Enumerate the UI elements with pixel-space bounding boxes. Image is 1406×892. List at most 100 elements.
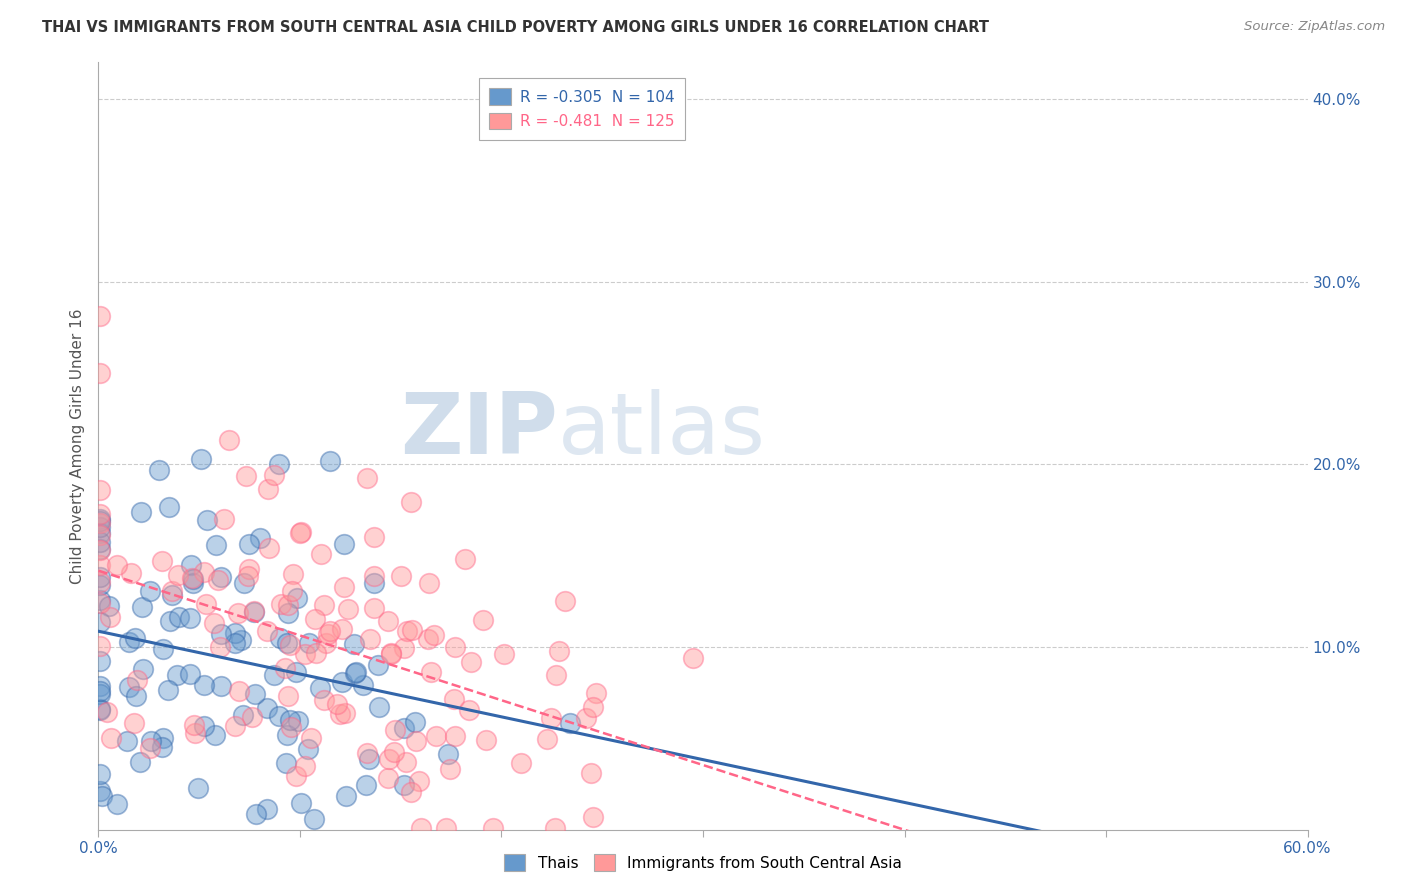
Point: [278, 639, 301, 653]
Point: [304, 612, 326, 626]
Point: [269, 631, 291, 645]
Point: [382, 745, 405, 759]
Point: [89, 512, 111, 526]
Point: [457, 703, 479, 717]
Point: [420, 665, 443, 679]
Point: [319, 454, 342, 468]
Point: [256, 624, 278, 639]
Point: [89, 309, 111, 323]
Point: [235, 469, 257, 483]
Point: [179, 666, 201, 681]
Point: [380, 647, 402, 661]
Point: [359, 632, 381, 647]
Point: [263, 667, 285, 681]
Point: [193, 678, 215, 692]
Point: [184, 725, 207, 739]
Point: [276, 598, 298, 612]
Point: [243, 687, 266, 701]
Point: [242, 606, 264, 620]
Point: [226, 607, 249, 621]
Point: [236, 569, 259, 583]
Point: [582, 810, 605, 824]
Point: [554, 593, 576, 607]
Point: [367, 658, 389, 673]
Point: [363, 569, 385, 583]
Point: [139, 741, 162, 756]
Point: [401, 494, 423, 508]
Point: [284, 769, 307, 783]
Point: [89, 679, 111, 693]
Point: [281, 567, 304, 582]
Point: [332, 537, 354, 551]
Point: [409, 821, 432, 835]
Point: [401, 623, 423, 637]
Point: [492, 647, 515, 661]
Point: [278, 713, 301, 727]
Point: [280, 584, 302, 599]
Point: [150, 740, 173, 755]
Point: [263, 468, 285, 483]
Point: [443, 691, 465, 706]
Point: [294, 759, 316, 773]
Point: [96, 705, 118, 719]
Point: [89, 701, 111, 715]
Point: [238, 562, 260, 576]
Point: [89, 578, 111, 592]
Point: [544, 821, 567, 835]
Point: [298, 636, 321, 650]
Point: [558, 716, 581, 731]
Point: [89, 593, 111, 607]
Point: [229, 632, 252, 647]
Point: [363, 530, 385, 544]
Point: [89, 515, 111, 529]
Point: [122, 715, 145, 730]
Point: [167, 610, 190, 624]
Point: [209, 626, 232, 640]
Point: [118, 681, 141, 695]
Point: [316, 627, 339, 641]
Point: [120, 566, 142, 580]
Point: [193, 719, 215, 733]
Point: [404, 714, 426, 729]
Point: [152, 731, 174, 745]
Point: [408, 773, 430, 788]
Point: [335, 789, 357, 804]
Point: [162, 588, 184, 602]
Point: [437, 747, 460, 761]
Point: [423, 628, 446, 642]
Point: [277, 606, 299, 620]
Point: [276, 756, 298, 770]
Point: [181, 571, 204, 585]
Point: [179, 611, 201, 625]
Point: [276, 728, 298, 742]
Point: [377, 615, 399, 629]
Point: [290, 525, 312, 540]
Point: [416, 632, 439, 647]
Text: atlas: atlas: [558, 389, 766, 472]
Point: [195, 513, 218, 527]
Point: [132, 662, 155, 676]
Point: [269, 709, 291, 723]
Text: Source: ZipAtlas.com: Source: ZipAtlas.com: [1244, 20, 1385, 33]
Point: [392, 721, 415, 735]
Text: ZIP: ZIP: [401, 389, 558, 472]
Point: [380, 646, 402, 660]
Point: [392, 641, 415, 656]
Point: [180, 558, 202, 572]
Point: [540, 711, 562, 725]
Point: [270, 597, 292, 611]
Point: [585, 686, 607, 700]
Point: [285, 591, 308, 605]
Point: [89, 367, 111, 381]
Point: [89, 683, 111, 698]
Point: [363, 600, 385, 615]
Point: [89, 574, 111, 589]
Point: [128, 755, 150, 769]
Point: [399, 784, 422, 798]
Point: [232, 707, 254, 722]
Point: [536, 731, 558, 746]
Point: [139, 733, 162, 747]
Point: [97, 599, 120, 614]
Point: [299, 731, 322, 745]
Point: [395, 624, 418, 638]
